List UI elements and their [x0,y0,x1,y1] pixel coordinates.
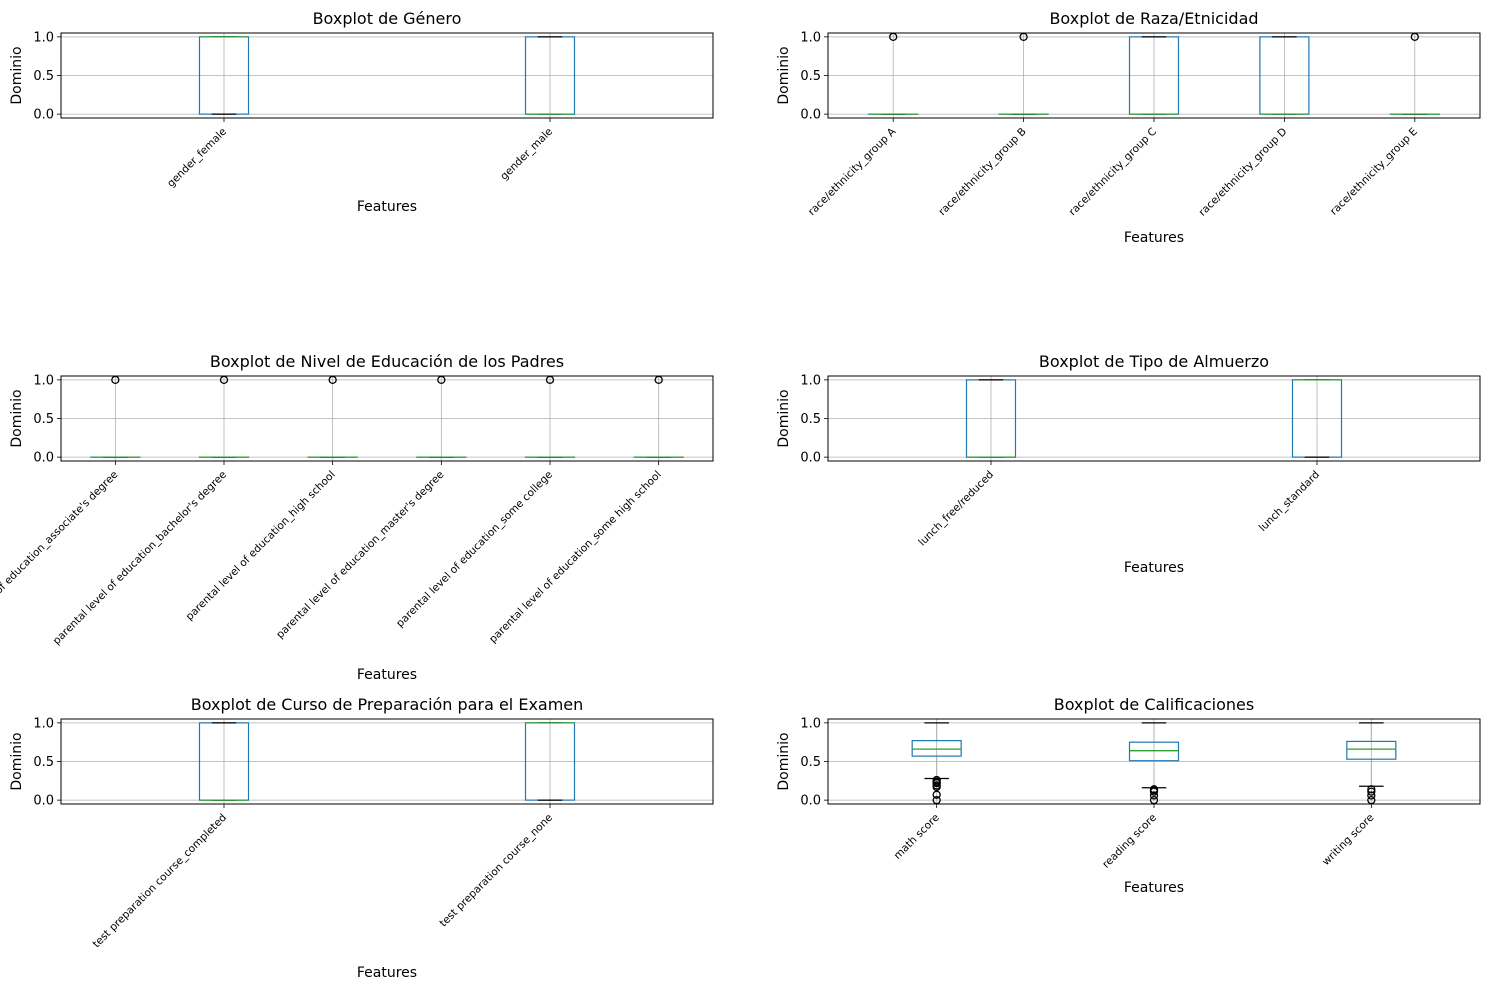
x-tick-label: race/ethnicity_group B [936,126,1028,218]
flier-point [932,775,941,785]
x-tick-label: race/ethnicity_group A [806,125,899,218]
y-axis-label: Dominio [9,389,25,447]
y-tick-label: 0.0 [33,794,54,809]
chart-title: Boxplot de Calificaciones [1054,695,1254,714]
x-tick-label: parental level of education_bachelor's d… [51,469,229,647]
flier-point [1367,785,1376,794]
y-axis-label: Dominio [776,732,792,790]
y-tick-label: 0.0 [800,451,821,466]
chart-title: Boxplot de Nivel de Educación de los Pad… [210,352,564,371]
y-axis-label: Dominio [776,389,792,447]
box-iqr [1346,740,1397,760]
x-axis-label: Features [1124,880,1184,896]
y-axis-label: Dominio [9,46,25,104]
x-tick-label: parental level of education_some high sc… [487,469,664,646]
x-axis-label: Features [357,667,417,683]
plot-frame [60,375,714,462]
box-race-ethnicity-group-d: race/ethnicity_group D [1197,36,1310,219]
chart-title: Boxplot de Raza/Etnicidad [1049,9,1258,28]
box-race-ethnicity-group-e: race/ethnicity_group E [1328,32,1440,218]
chart-title: Boxplot de Curso de Preparación para el … [191,695,584,714]
x-tick-label: gender_female [165,126,229,190]
flier-point [932,781,941,790]
x-axis-label: Features [357,965,417,981]
x-tick-label: race/ethnicity_group E [1328,126,1420,218]
flier-point [1149,791,1159,800]
x-axis-label: Features [1124,560,1184,576]
x-tick-label: gender_male [498,126,555,183]
chart-panel-2: race/ethnicity_group A race/ethnicity_gro… [776,9,1481,246]
flier-point [932,790,941,799]
x-tick-label: test preparation course_completed [90,812,229,951]
box-race-ethnicity-group-c: race/ethnicity_group C [1067,36,1180,218]
flier-point [1149,785,1159,794]
box-writing-score: writing score [1320,722,1397,868]
x-tick-label: lunch_free/reduced [916,469,996,549]
chart-panel-4: lunch_free/reduced lunch_standard 0.0 0.5 1.… [776,352,1481,576]
x-tick-label: writing score [1320,812,1376,868]
box-gender-female: gender_female [165,36,250,190]
y-tick-label: 1.0 [800,373,821,388]
box-iqr [1128,741,1180,762]
box-test-preparation-course-none: test preparation course_none [437,722,576,930]
x-tick-label: race/ethnicity_group C [1067,126,1159,218]
y-tick-label: 0.0 [33,451,54,466]
y-tick-label: 0.5 [33,755,54,770]
y-tick-label: 0.5 [800,69,821,84]
y-tick-label: 0.0 [33,108,54,123]
box-test-preparation-course-completed: test preparation course_completed [90,722,250,951]
x-tick-label: parental level of education_master's deg… [274,469,446,641]
chart-title: Boxplot de Género [313,9,462,28]
x-tick-label: parental level of education_associate's … [0,469,120,650]
y-tick-label: 1.0 [33,373,54,388]
y-tick-label: 1.0 [33,30,54,45]
chart-panel-6: math score reading score writing score 0.0 0… [776,695,1481,896]
box-race-ethnicity-group-b: race/ethnicity_group B [936,32,1049,218]
box-math-score: math score [892,722,962,862]
chart-panel-5: test preparation course_completed test pr… [9,695,714,981]
x-axis-label: Features [357,199,417,215]
box-gender-male: gender_male [498,36,576,183]
chart-panel-1: gender_female gender_male 0.0 0.5 1.0 Boxplot… [9,9,714,215]
flier-point [1367,791,1376,800]
x-tick-label: reading score [1100,812,1159,871]
box-iqr [911,740,962,757]
y-axis-label: Dominio [776,46,792,104]
y-tick-label: 1.0 [800,716,821,731]
plot-frame [827,375,1481,462]
chart-panel-3: parental level of education_associate's … [0,352,714,683]
y-tick-label: 0.5 [800,755,821,770]
y-tick-label: 1.0 [33,716,54,731]
x-tick-label: test preparation course_none [437,812,555,930]
y-tick-label: 1.0 [800,30,821,45]
y-tick-label: 0.0 [800,794,821,809]
plot-frame [60,32,714,119]
y-axis-label: Dominio [9,732,25,790]
flier-point [1367,787,1376,796]
y-tick-label: 0.5 [800,412,821,427]
y-tick-label: 0.0 [800,108,821,123]
x-tick-label: race/ethnicity_group D [1197,126,1290,219]
box-lunch-free-reduced: lunch_free/reduced [916,379,1017,549]
x-axis-label: Features [1124,230,1184,246]
plot-frame [60,718,714,805]
x-tick-label: lunch_standard [1257,469,1322,534]
x-tick-label: math score [892,812,942,862]
box-reading-score: reading score [1100,722,1180,871]
box-race-ethnicity-group-a: race/ethnicity_group A [806,32,919,218]
plot-frame [827,718,1481,805]
y-tick-label: 0.5 [33,412,54,427]
y-tick-label: 0.5 [33,69,54,84]
plot-frame [827,32,1481,119]
chart-title: Boxplot de Tipo de Almuerzo [1039,352,1269,371]
